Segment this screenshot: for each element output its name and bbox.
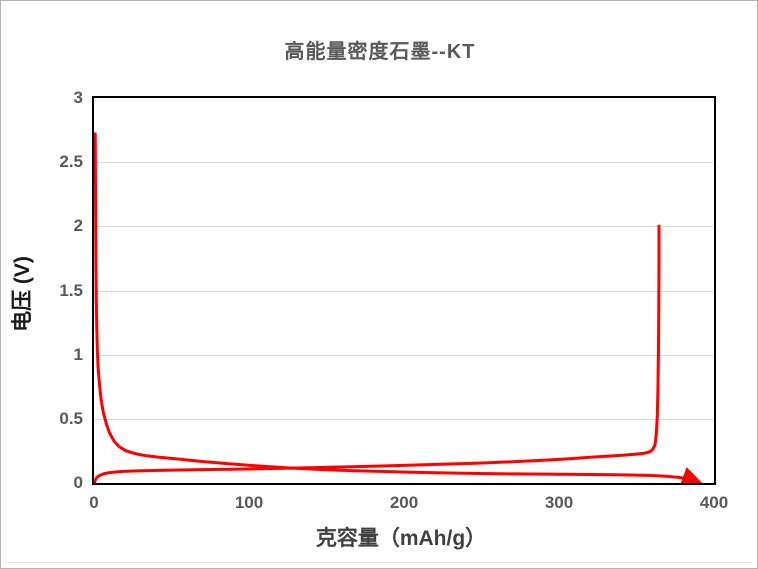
chart-title: 高能量密度石墨--KT <box>284 41 476 63</box>
y-tick-label: 1 <box>73 344 83 364</box>
x-axis-title: 克容量（mAh/g） <box>315 527 487 550</box>
series-plot <box>94 132 714 483</box>
x-tick-label: 400 <box>699 493 729 512</box>
series-line-charge <box>94 224 661 483</box>
y-tick-label: 0 <box>73 473 83 492</box>
y-tick-label: 2.5 <box>59 152 83 172</box>
series-line-discharge <box>94 132 705 483</box>
y-tick-label: 2 <box>73 216 83 236</box>
y-tick-label: 1.5 <box>59 280 83 300</box>
x-tick-label: 100 <box>234 493 264 512</box>
horizontal-gridlines <box>94 162 714 420</box>
series-lines <box>94 132 705 483</box>
x-tick-label: 300 <box>544 493 574 512</box>
y-tick-label: 3 <box>73 88 83 107</box>
x-tick-label: 0 <box>89 493 99 512</box>
y-tick-label: 0.5 <box>59 408 83 428</box>
x-tick-label: 200 <box>389 493 419 512</box>
bottom-divider <box>5 562 753 563</box>
plot-area <box>92 96 716 485</box>
